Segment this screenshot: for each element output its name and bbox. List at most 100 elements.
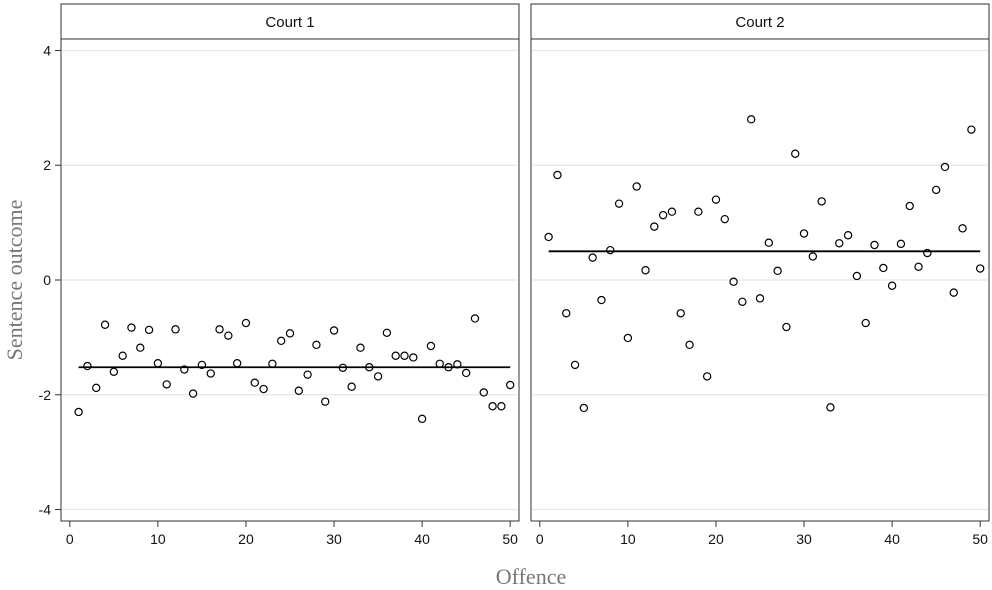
panel-2-points — [544, 115, 985, 413]
data-point — [92, 383, 101, 393]
data-point — [488, 402, 497, 411]
data-point — [958, 224, 967, 233]
x-axis-title: Offence — [496, 564, 566, 589]
data-point — [479, 388, 488, 397]
data-point — [879, 263, 888, 273]
data-point — [241, 318, 251, 328]
data-point — [136, 343, 145, 352]
data-point — [197, 360, 207, 370]
panel-1-gridlines — [62, 49, 518, 511]
data-point — [905, 201, 914, 211]
data-point — [914, 262, 923, 272]
data-point — [417, 414, 427, 424]
data-point — [74, 407, 83, 417]
y-axis-title: Sentence outcome — [2, 200, 27, 361]
data-point — [224, 331, 233, 340]
data-point — [658, 210, 668, 220]
data-point — [215, 325, 224, 334]
panel-2-header — [530, 3, 990, 40]
panel-1-x-axis: 0 10 20 30 40 50 — [66, 521, 518, 547]
data-point — [755, 294, 765, 303]
data-point — [887, 281, 897, 290]
data-point — [940, 162, 950, 172]
y-axis: -4 -2 0 2 4 — [39, 42, 61, 518]
data-point — [579, 403, 589, 413]
data-point — [764, 238, 774, 247]
data-point — [826, 403, 835, 412]
data-point — [685, 340, 694, 350]
panel-2-x-axis: 0 10 20 30 40 50 — [536, 521, 988, 547]
data-point — [171, 325, 180, 334]
x-tick-label: 20 — [238, 531, 254, 547]
data-point — [931, 185, 941, 195]
y-tick-label: -4 — [39, 502, 52, 518]
data-point — [720, 214, 729, 224]
data-point — [923, 248, 932, 258]
data-point — [544, 232, 553, 242]
data-point — [461, 368, 471, 378]
panel-1-header — [60, 3, 520, 40]
data-point — [382, 328, 392, 337]
x-tick-label: 0 — [536, 531, 544, 547]
data-point — [799, 229, 809, 238]
data-point — [188, 389, 198, 398]
data-point — [553, 170, 562, 180]
data-point — [949, 288, 958, 297]
x-tick-label: 50 — [502, 531, 518, 547]
data-point — [896, 239, 906, 249]
data-point — [667, 207, 677, 216]
data-point — [606, 245, 615, 255]
x-tick-label: 30 — [796, 531, 812, 547]
data-point — [729, 277, 738, 286]
data-point — [694, 207, 703, 216]
data-point — [641, 266, 650, 275]
data-point — [206, 369, 215, 378]
x-tick-label: 30 — [326, 531, 342, 547]
panel-court-2: Court 2 0 10 20 30 40 50 — [530, 3, 990, 547]
x-tick-label: 50 — [972, 531, 988, 547]
data-point — [597, 295, 606, 305]
data-point — [100, 320, 110, 329]
data-point — [791, 149, 800, 158]
data-point — [109, 367, 119, 377]
data-point — [400, 351, 409, 360]
data-point — [702, 372, 712, 381]
data-point — [312, 340, 321, 350]
data-point — [817, 197, 826, 206]
data-point — [562, 309, 571, 318]
data-point — [321, 397, 330, 406]
panel-2-title: Court 2 — [735, 14, 784, 31]
data-point — [650, 222, 659, 231]
y-tick-label: 2 — [43, 157, 51, 173]
panel-2-gridlines — [532, 49, 988, 511]
data-point — [276, 336, 286, 346]
data-point — [782, 322, 791, 332]
y-tick-label: 0 — [43, 272, 51, 288]
data-point — [470, 314, 480, 323]
x-tick-label: 10 — [620, 531, 636, 547]
data-point — [746, 115, 756, 124]
data-point — [180, 365, 189, 374]
data-point — [303, 370, 312, 379]
data-point — [614, 199, 624, 208]
data-point — [861, 318, 870, 328]
data-point — [835, 239, 844, 248]
data-point — [676, 309, 685, 318]
data-point — [623, 333, 633, 343]
data-point — [711, 195, 721, 204]
data-point — [259, 384, 268, 394]
data-point — [329, 326, 339, 335]
data-point — [967, 125, 976, 134]
panel-court-1: Court 1 0 10 20 30 40 50 — [60, 3, 520, 547]
data-point — [852, 271, 862, 281]
data-point — [632, 182, 641, 191]
data-point — [347, 382, 356, 391]
data-point — [588, 253, 597, 262]
data-point — [356, 343, 365, 352]
data-point — [773, 266, 782, 276]
data-point — [118, 351, 127, 360]
data-point — [250, 378, 259, 387]
data-point — [843, 231, 853, 240]
x-tick-label: 40 — [414, 531, 430, 547]
